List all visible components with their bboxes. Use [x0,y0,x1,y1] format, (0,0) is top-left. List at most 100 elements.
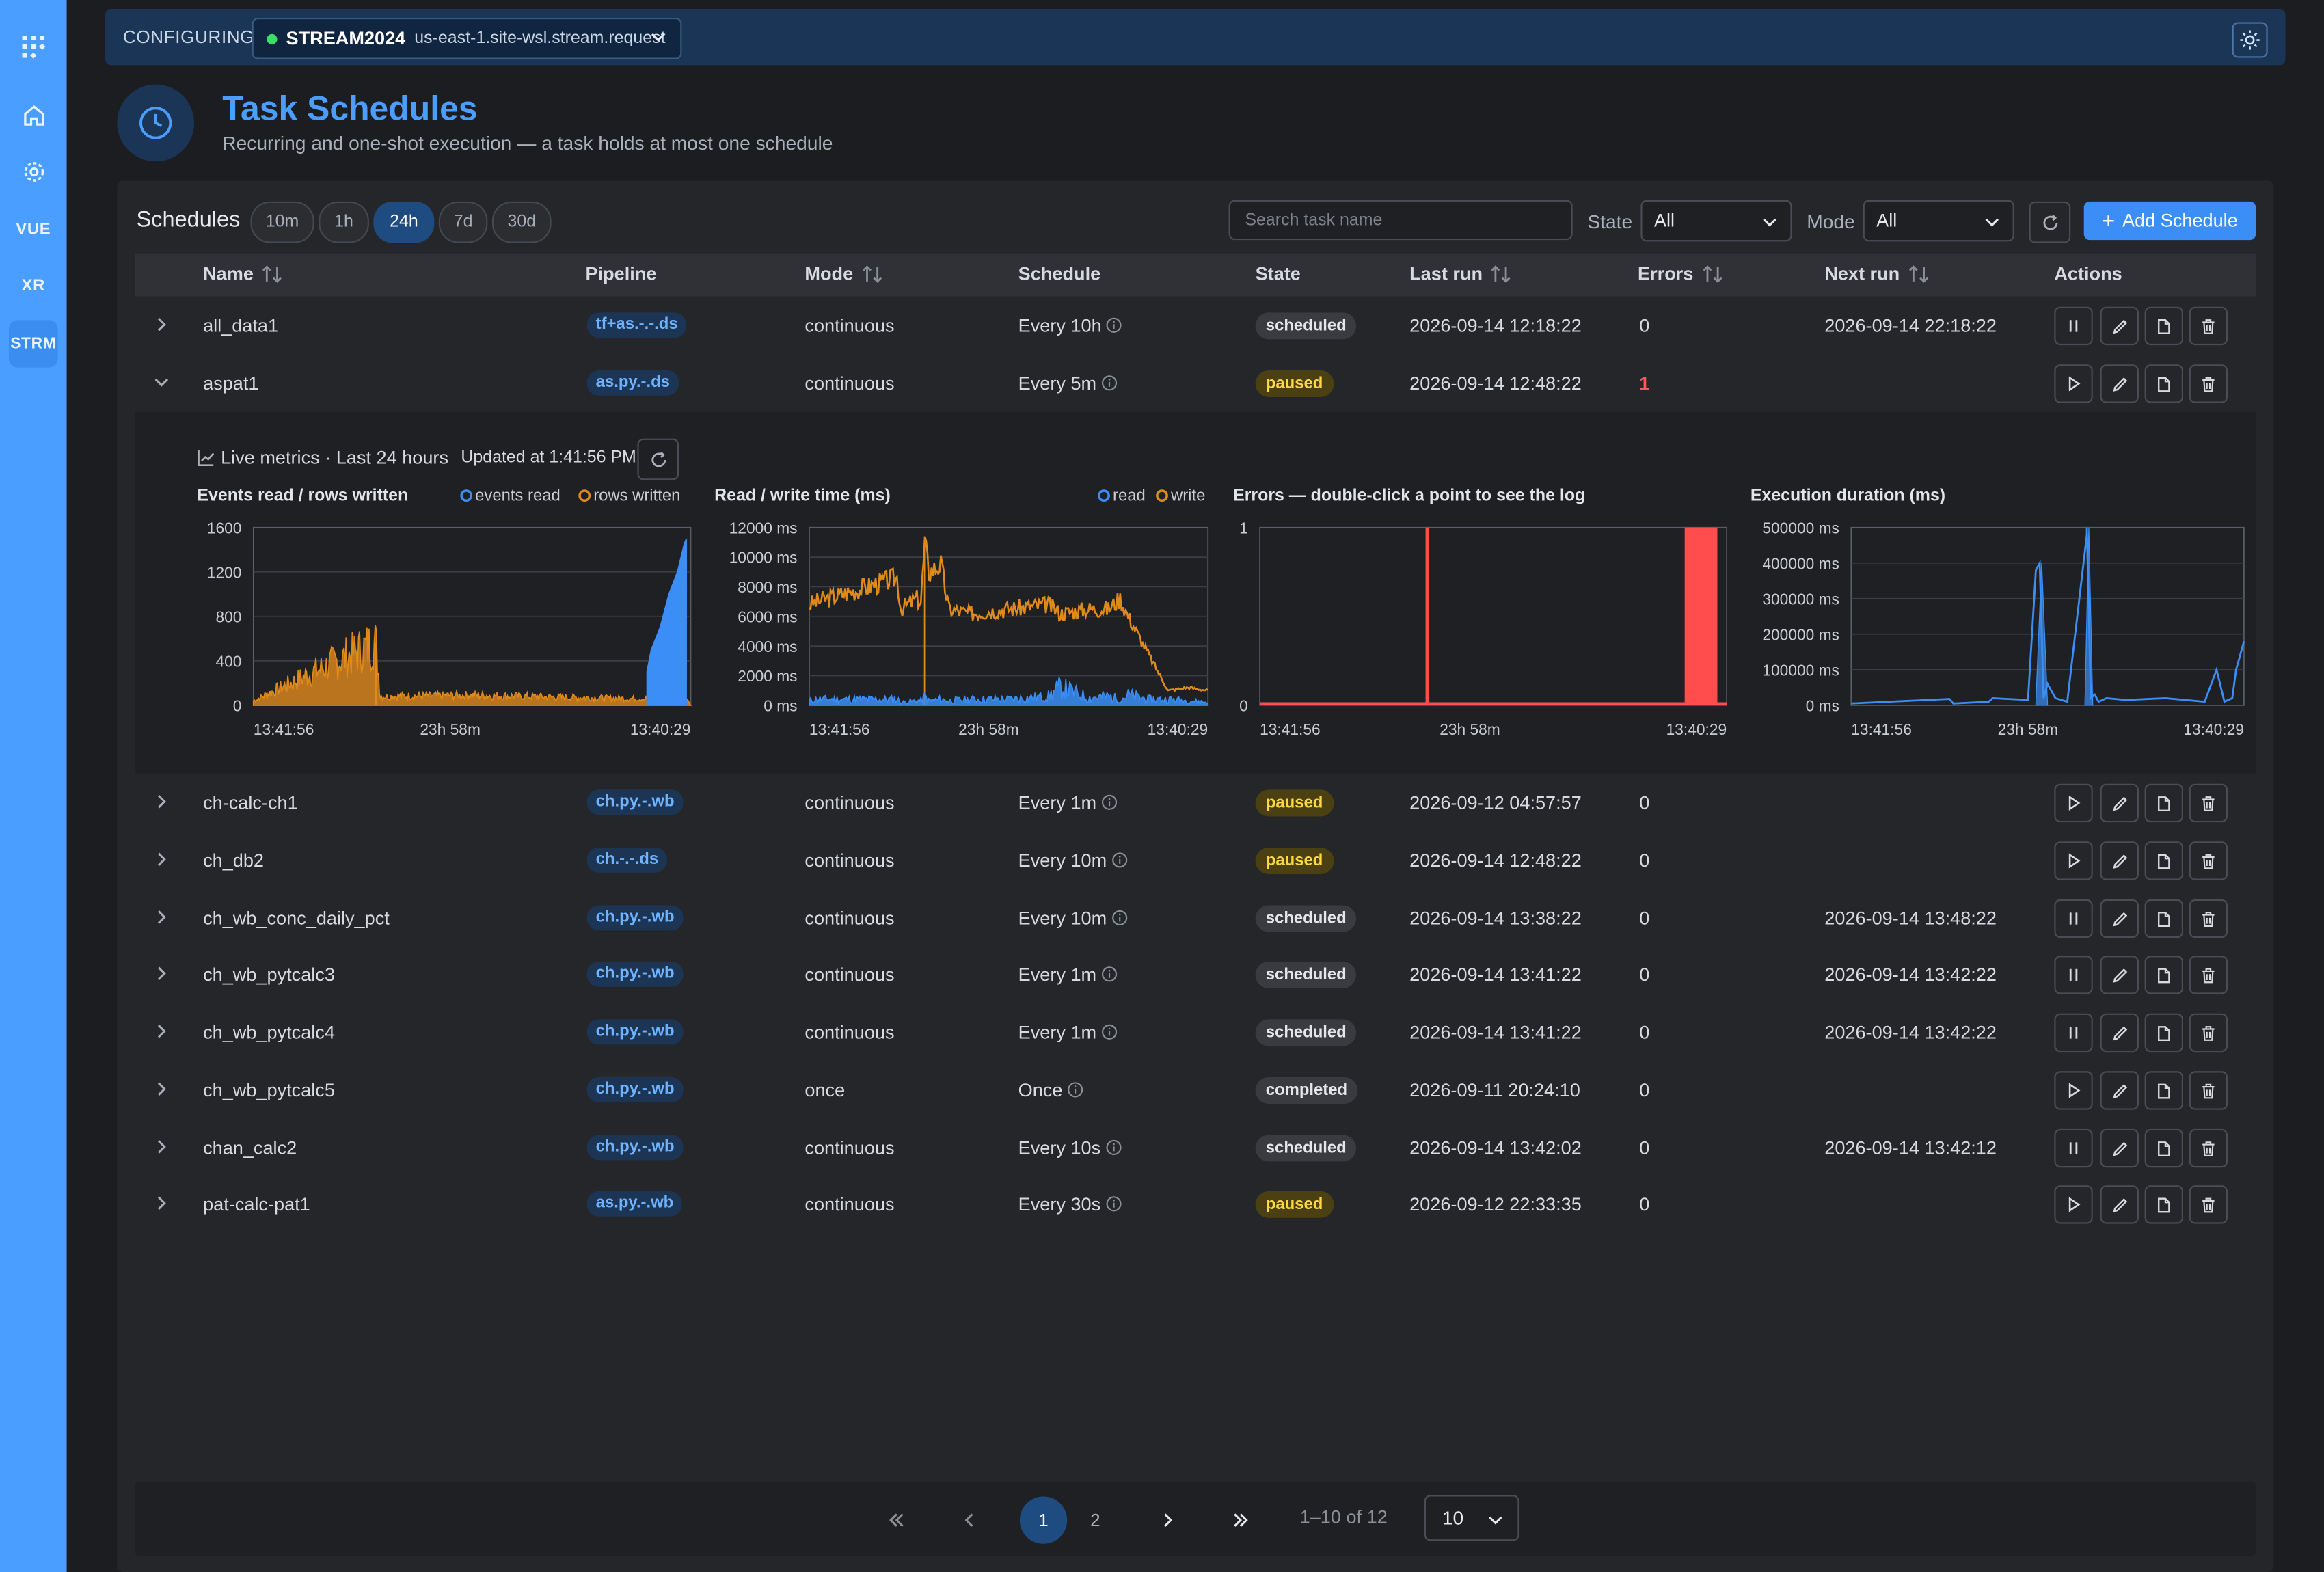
stream-select[interactable]: STREAM2024 us-east-1.site-wsl.stream.req… [252,18,682,59]
chevron-right-icon[interactable] [151,314,172,335]
pause-button[interactable] [2054,956,2093,994]
logs-button[interactable] [2144,1071,2184,1110]
sidebar-item-vue[interactable]: VUE [9,206,58,253]
delete-button[interactable] [2189,841,2228,880]
range-7d-button[interactable]: 7d [438,201,488,243]
resume-button[interactable] [2054,841,2093,880]
delete-button[interactable] [2189,956,2228,994]
delete-button[interactable] [2189,899,2228,938]
next-page-button[interactable] [1144,1496,1191,1543]
chevron-right-icon[interactable] [151,1137,172,1157]
edit-button[interactable] [2100,1185,2139,1224]
logs-button[interactable] [2144,1185,2184,1224]
page-size-select[interactable]: 10 [1424,1495,1519,1541]
delete-button[interactable] [2189,306,2228,346]
resume-button[interactable] [2054,1185,2093,1224]
logs-button[interactable] [2144,956,2184,994]
info-icon[interactable] [1111,910,1128,926]
info-icon[interactable] [1101,1024,1118,1040]
table-row[interactable]: ch_wb_pytcalc4 ch.py.-.wb continuous Eve… [135,1003,2256,1061]
info-icon[interactable] [1105,1139,1122,1156]
pause-button[interactable] [2054,306,2093,346]
logs-button[interactable] [2144,899,2184,938]
range-30d-button[interactable]: 30d [491,201,552,243]
column-errors[interactable]: Errors [1638,264,1725,284]
delete-button[interactable] [2189,364,2228,403]
edit-button[interactable] [2100,899,2139,938]
resume-button[interactable] [2054,1071,2093,1110]
edit-button[interactable] [2100,1071,2139,1110]
chevron-right-icon[interactable] [151,1193,172,1213]
logs-button[interactable] [2144,306,2184,346]
logs-button[interactable] [2144,841,2184,880]
edit-button[interactable] [2100,783,2139,823]
logs-button[interactable] [2144,783,2184,823]
page-1-button[interactable]: 1 [1019,1496,1068,1544]
sidebar-item-strm[interactable]: STRM [9,320,58,368]
metrics-refresh-button[interactable] [637,438,679,480]
table-row[interactable]: ch-calc-ch1 ch.py.-.wb continuous Every … [135,774,2256,832]
column-mode[interactable]: Mode [805,264,884,284]
search-input[interactable]: Search task name [1228,200,1573,241]
delete-button[interactable] [2189,1185,2228,1224]
edit-button[interactable] [2100,956,2139,994]
table-row[interactable]: ch_wb_pytcalc5 ch.py.-.wb once Once comp… [135,1061,2256,1119]
chevron-right-icon[interactable] [151,1079,172,1099]
table-row[interactable]: aspat1 as.py.-.ds continuous Every 5m pa… [135,354,2256,412]
edit-button[interactable] [2100,306,2139,346]
column-next-run[interactable]: Next run [1824,264,1930,284]
sidebar-item-apps[interactable] [9,24,58,71]
sidebar-item-home[interactable] [9,92,58,139]
sidebar-item-settings[interactable] [9,148,58,195]
table-row[interactable]: ch_wb_conc_daily_pct ch.py.-.wb continuo… [135,889,2256,947]
delete-button[interactable] [2189,1013,2228,1053]
logs-button[interactable] [2144,1013,2184,1053]
column-name[interactable]: Name [203,264,284,284]
info-icon[interactable] [1101,966,1118,982]
info-icon[interactable] [1067,1081,1083,1098]
info-icon[interactable] [1101,794,1118,811]
chevron-down-icon[interactable] [151,372,172,392]
prev-page-button[interactable] [945,1496,992,1543]
info-icon[interactable] [1106,317,1122,334]
info-icon[interactable] [1111,852,1128,868]
column-last-run[interactable]: Last run [1409,264,1513,284]
page-2-button[interactable]: 2 [1090,1509,1100,1531]
chevron-right-icon[interactable] [151,1021,172,1042]
info-icon[interactable] [1105,1195,1122,1212]
state-select[interactable]: All [1640,200,1792,242]
first-page-button[interactable] [873,1496,920,1543]
table-row[interactable]: pat-calc-pat1 as.py.-.wb continuous Ever… [135,1175,2256,1233]
resume-button[interactable] [2054,783,2093,823]
info-icon[interactable] [1101,375,1118,391]
pause-button[interactable] [2054,1128,2093,1168]
chevron-right-icon[interactable] [151,907,172,927]
mode-select[interactable]: All [1863,200,2014,242]
add-schedule-button[interactable]: + Add Schedule [2083,201,2256,241]
resume-button[interactable] [2054,364,2093,403]
table-row[interactable]: all_data1 tf+as.-.-.ds continuous Every … [135,297,2256,355]
table-row[interactable]: chan_calc2 ch.py.-.wb continuous Every 1… [135,1119,2256,1177]
edit-button[interactable] [2100,364,2139,403]
chevron-right-icon[interactable] [151,849,172,869]
sidebar-item-xr[interactable]: XR [9,262,58,310]
edit-button[interactable] [2100,1013,2139,1053]
logs-button[interactable] [2144,364,2184,403]
last-page-button[interactable] [1217,1496,1264,1543]
edit-button[interactable] [2100,1128,2139,1168]
refresh-button[interactable] [2029,201,2071,243]
logs-button[interactable] [2144,1128,2184,1168]
table-row[interactable]: ch_db2 ch.-.-.ds continuous Every 10m pa… [135,831,2256,889]
delete-button[interactable] [2189,1071,2228,1110]
range-10m-button[interactable]: 10m [250,201,314,243]
range-1h-button[interactable]: 1h [319,201,369,243]
chevron-right-icon[interactable] [151,791,172,812]
range-24h-button[interactable]: 24h [373,201,435,243]
theme-toggle-button[interactable] [2232,22,2268,58]
delete-button[interactable] [2189,783,2228,823]
delete-button[interactable] [2189,1128,2228,1168]
chevron-right-icon[interactable] [151,963,172,984]
pause-button[interactable] [2054,899,2093,938]
edit-button[interactable] [2100,841,2139,880]
pause-button[interactable] [2054,1013,2093,1053]
